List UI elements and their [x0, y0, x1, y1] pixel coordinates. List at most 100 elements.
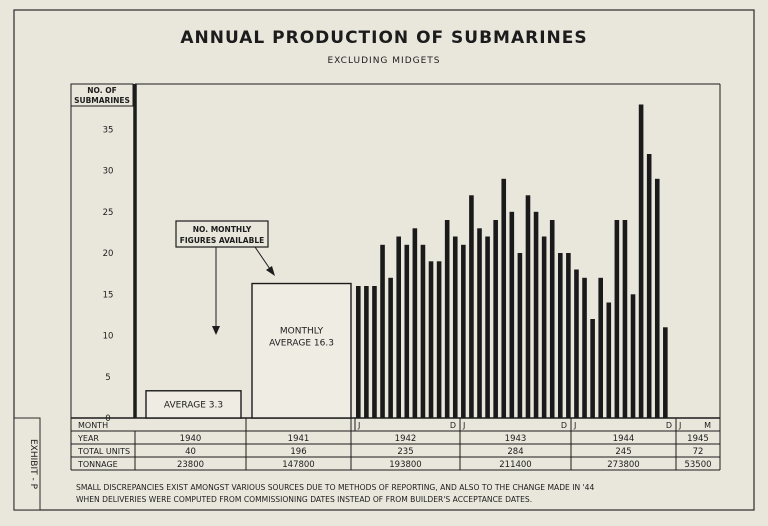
exhibit-label: EXHIBIT - P	[28, 439, 38, 490]
bar-1943-m3	[469, 195, 474, 419]
annotation-arrowhead-2	[266, 266, 275, 276]
exhibit-tab	[13, 417, 41, 511]
y-tick-label: 5	[105, 373, 110, 383]
bar-1944-m1	[549, 220, 555, 418]
bar-1942-m1	[356, 286, 361, 418]
table-cell: 196	[290, 447, 306, 457]
bar-1944-m6	[590, 319, 595, 418]
bar-1944-m4	[574, 269, 579, 418]
annotation-box	[175, 220, 269, 248]
bar-1944-m10	[622, 220, 628, 418]
table-cell: 72	[693, 447, 704, 457]
month-start-1945: J	[678, 421, 681, 430]
bar-1943-m7	[501, 178, 507, 419]
table-cell: 211400	[499, 460, 531, 470]
bar-1944-m9	[614, 220, 620, 418]
bar-1944-m11	[630, 294, 636, 419]
month-end-1942: D	[450, 421, 456, 430]
month-end-1943: D	[561, 421, 567, 430]
bar-1945-m1	[646, 154, 652, 418]
annotation-line-2: FIGURES AVAILABLE	[180, 236, 264, 245]
bar-1944-m3	[566, 253, 571, 418]
table-row-label: TOTAL UNITS	[77, 447, 130, 456]
outer-frame	[13, 9, 755, 511]
bar-1942-m2	[364, 286, 369, 418]
month-start-1944: J	[573, 421, 576, 430]
table-row-label: TONNAGE	[77, 460, 118, 469]
bar-1942-m4	[380, 244, 385, 419]
annotation-line-1: NO. MONTHLY	[193, 225, 252, 234]
bar-1943-m9	[517, 253, 523, 418]
average-bars: AVERAGE 3.3 MONTHLY AVERAGE 16.3	[145, 282, 352, 419]
table-cell: 1943	[505, 434, 527, 444]
bar-1943-m8	[509, 211, 515, 419]
bar-1944-m5	[582, 277, 587, 419]
month-start-1943: J	[462, 421, 465, 430]
table-cell: 1940	[180, 434, 202, 444]
bar-1942-m8	[412, 228, 418, 419]
month-end-1944: D	[666, 421, 672, 430]
annotation-arrow-2	[254, 246, 271, 270]
bar-1942-m9	[420, 244, 426, 419]
y-tick-label: 25	[103, 208, 114, 218]
table-cell: 40	[185, 447, 196, 457]
footnote-line-2: WHEN DELIVERIES WERE COMPUTED FROM COMMI…	[76, 495, 532, 504]
bar-1943-m5	[485, 236, 490, 418]
bar-1943-m1	[452, 236, 458, 418]
average-bar-1941	[251, 282, 352, 419]
bar-1943-m11	[533, 211, 539, 419]
table-cell: 1941	[288, 434, 310, 444]
bar-1944-m7	[598, 277, 603, 419]
y-tick-label: 20	[103, 249, 114, 259]
footnote-line-1: SMALL DISCREPANCIES EXIST AMONGST VARIOU…	[76, 483, 595, 492]
ylabel-box	[70, 83, 134, 107]
average-bar-label: AVERAGE 3.3	[164, 400, 223, 410]
bar-1942-m12	[444, 220, 450, 418]
average-bar-label: AVERAGE 16.3	[269, 339, 334, 349]
month-start-1942: J	[357, 421, 360, 430]
table-row-label: YEAR	[77, 434, 99, 443]
bar-1945-m3	[663, 327, 668, 419]
bar-1942-m3	[372, 286, 377, 418]
table-cell: 1945	[687, 434, 709, 444]
table-cell: 235	[397, 447, 413, 457]
table-cell: 1942	[395, 434, 417, 444]
bar-1943-m12	[541, 236, 547, 418]
y-tick-label: 0	[105, 414, 110, 424]
y-tick-label: 15	[103, 290, 114, 300]
monthly-bars	[356, 104, 668, 419]
bar-1942-m7	[404, 244, 410, 419]
bar-1944-m12	[638, 104, 644, 418]
bar-1943-m4	[477, 228, 482, 419]
average-bar-1940	[145, 390, 242, 419]
table-cell: 1944	[613, 434, 635, 444]
bar-1943-m2	[461, 244, 466, 419]
bar-1944-m8	[606, 302, 612, 418]
bar-1942-m10	[428, 261, 434, 419]
average-bar-label: MONTHLY	[280, 327, 324, 337]
table-cell: 245	[615, 447, 631, 457]
table-cell: 23800	[177, 460, 204, 470]
table-cell: 284	[507, 447, 523, 457]
chart-title: ANNUAL PRODUCTION OF SUBMARINES	[180, 28, 587, 48]
y-tick-label: 10	[103, 332, 114, 342]
bar-1942-m11	[436, 261, 442, 419]
bar-1943-m6	[493, 220, 498, 418]
y-tick-label: 35	[103, 125, 114, 135]
bar-1942-m6	[396, 236, 401, 418]
month-row-label: MONTH	[78, 421, 108, 430]
ylabel-line-2: SUBMARINES	[74, 96, 130, 105]
y-ticks: 0 5 10 15 20 25 30 35	[103, 125, 114, 424]
bar-1943-m10	[525, 195, 531, 419]
table-cell: 53500	[684, 460, 711, 470]
bar-1945-m2	[654, 178, 660, 419]
table-cell: 193800	[389, 460, 421, 470]
ylabel-line-1: NO. OF	[87, 86, 116, 95]
month-end-1945: M	[704, 421, 711, 430]
table-cell: 147800	[282, 460, 314, 470]
table-cell: 273800	[607, 460, 639, 470]
bar-1942-m5	[388, 277, 393, 419]
